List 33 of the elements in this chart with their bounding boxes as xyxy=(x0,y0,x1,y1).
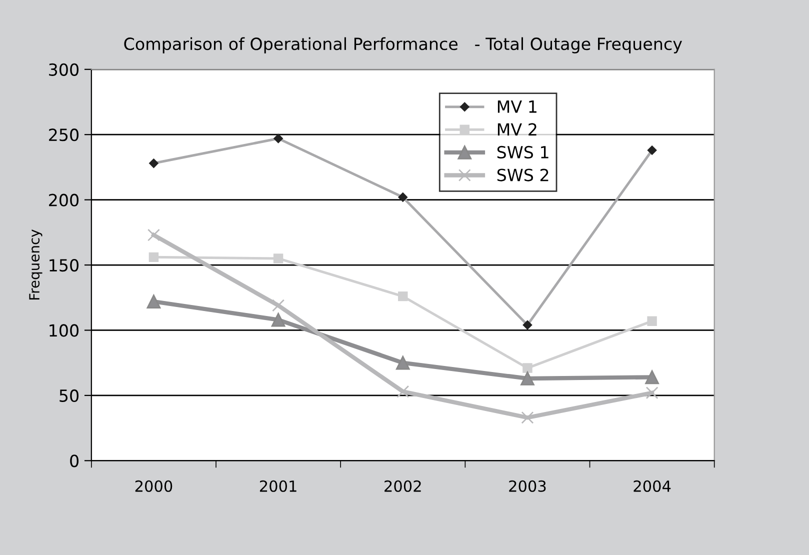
x-tick-label: 2001 xyxy=(260,480,296,492)
point xyxy=(146,294,161,308)
chart-title: Comparison of Operational Performance - Total Outage Frequency xyxy=(124,37,682,54)
y-tick-label: 200 xyxy=(49,194,79,206)
x-tick-label: 2002 xyxy=(384,480,421,492)
legend-label: SWS 1 xyxy=(497,146,548,159)
point xyxy=(521,411,534,424)
point xyxy=(646,386,658,400)
point xyxy=(396,385,410,398)
y-tick-label: 150 xyxy=(50,258,79,272)
legend-label: MV 2 xyxy=(498,123,536,136)
point xyxy=(396,356,410,370)
x-tick-label: 2003 xyxy=(509,480,546,492)
y-tick-label: 50 xyxy=(60,389,79,402)
point xyxy=(647,316,657,326)
x-tick-label: 2000 xyxy=(135,480,172,492)
legend-label: SWS 2 xyxy=(497,168,548,182)
point xyxy=(271,312,286,327)
point xyxy=(645,370,659,384)
point xyxy=(520,372,534,386)
point xyxy=(272,299,285,312)
point xyxy=(148,252,159,262)
x-tick-label: 2004 xyxy=(634,480,671,492)
y-tick-label: 0 xyxy=(70,454,79,468)
point xyxy=(522,363,532,373)
point xyxy=(398,291,408,302)
y-tick-label: 100 xyxy=(50,324,79,337)
legend-label: MV 1 xyxy=(498,100,536,113)
y-tick-label: 300 xyxy=(49,63,79,76)
y-tick-label: 250 xyxy=(49,128,79,142)
point xyxy=(147,228,160,242)
y-axis-title: Frequency xyxy=(29,230,42,300)
point xyxy=(273,254,284,264)
